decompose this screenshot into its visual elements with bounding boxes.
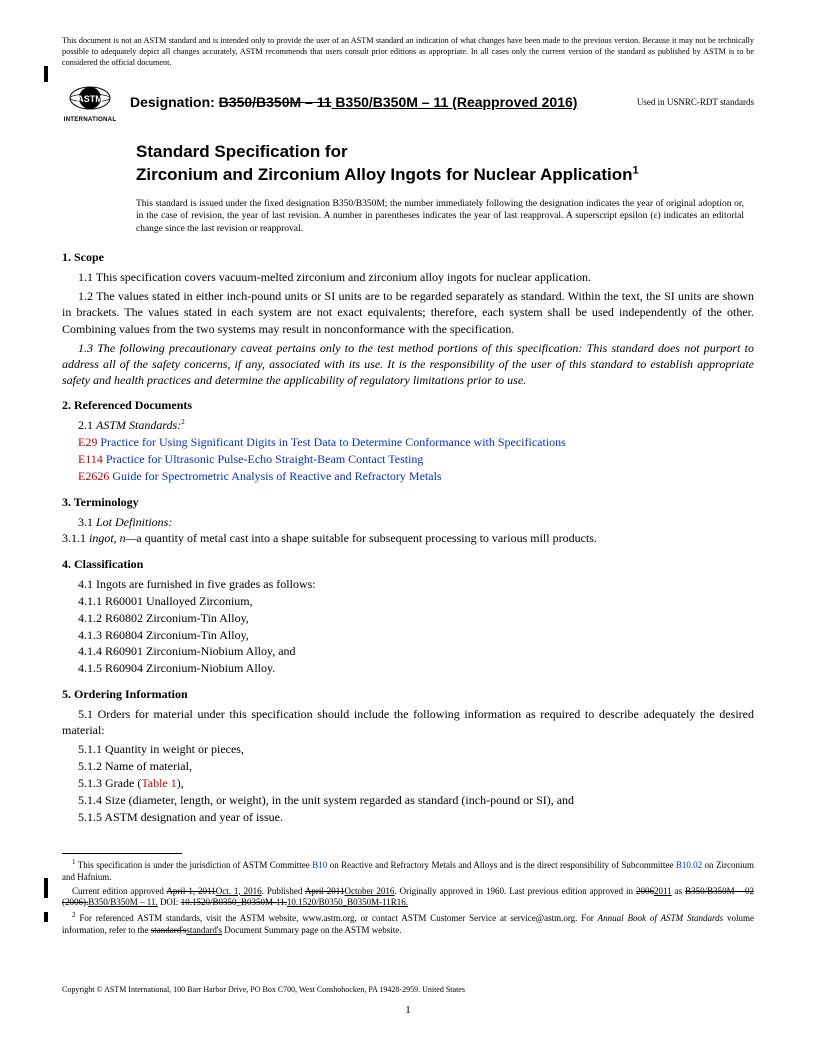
- change-bar: [44, 878, 48, 898]
- para-3-1: 3.1 Lot Definitions:: [62, 514, 754, 531]
- section-2-head: 2. Referenced Documents: [62, 398, 754, 413]
- p21-text: ASTM Standards:: [96, 418, 181, 432]
- p311-label: 3.1.1: [62, 531, 89, 545]
- p31-label: 3.1: [78, 515, 96, 529]
- para-4-1: 4.1 Ingots are furnished in five grades …: [62, 576, 754, 593]
- astm-logo: ASTM INTERNATIONAL: [62, 80, 118, 123]
- fn1b-old3: 2006: [636, 886, 654, 896]
- header-row: ASTM INTERNATIONAL Designation: B350/B35…: [62, 80, 754, 123]
- fn1b-new4: B350/B350M – 11.: [88, 897, 157, 907]
- fn2-ital: Annual Book of ASTM Standards: [598, 913, 723, 923]
- disclaimer: This document is not an ASTM standard an…: [62, 36, 754, 68]
- para-5-1-3: 5.1.3 Grade (Table 1),: [62, 775, 754, 792]
- ref-code: E29: [78, 435, 97, 449]
- p21-label: 2.1: [78, 418, 96, 432]
- p311-def: a quantity of metal cast into a shape su…: [136, 531, 597, 545]
- fn1b-d: as: [672, 886, 685, 896]
- table-1-link[interactable]: Table 1: [141, 776, 176, 790]
- title-block: Standard Specification for Zirconium and…: [136, 141, 754, 186]
- fn1b-c: . Originally approved in 1960. Last prev…: [394, 886, 636, 896]
- ref-e114: E114 Practice for Ultrasonic Pulse-Echo …: [62, 451, 754, 468]
- change-bar: [44, 66, 48, 82]
- para-4-1-5: 4.1.5 R60904 Zirconium-Niobium Alloy.: [62, 660, 754, 677]
- para-2-1: 2.1 ASTM Standards:2: [62, 417, 754, 434]
- p31-text: Lot Definitions:: [96, 515, 172, 529]
- used-in: Used in USNRC-RDT standards: [637, 97, 754, 107]
- title-line1: Standard Specification for: [136, 141, 754, 162]
- section-5-head: 5. Ordering Information: [62, 687, 754, 702]
- para-3-1-1: 3.1.1 ingot, n—a quantity of metal cast …: [62, 530, 754, 547]
- fn1b-e: DOI:: [158, 897, 181, 907]
- p513-b: ),: [177, 776, 184, 790]
- fn1b-old5: 10.1520/B0350_B0350M-11.: [181, 897, 287, 907]
- fn1b-new2: October 2016: [344, 886, 394, 896]
- fn1b-b: . Published: [262, 886, 305, 896]
- designation-new: B350/B350M – 11 (Reapproved 2016): [332, 94, 578, 110]
- ref-code: E2626: [78, 469, 109, 483]
- fn2-old: standard's: [151, 925, 187, 935]
- para-4-1-1: 4.1.1 R60001 Unalloyed Zirconium,: [62, 593, 754, 610]
- fn2-a: For referenced ASTM standards, visit the…: [76, 913, 598, 923]
- designation-label: Designation:: [130, 94, 219, 110]
- p513-a: 5.1.3 Grade (: [78, 776, 141, 790]
- issued-note: This standard is issued under the fixed …: [136, 198, 754, 236]
- title-main: Zirconium and Zirconium Alloy Ingots for…: [136, 165, 633, 184]
- fn1b-new3: 2011: [654, 886, 672, 896]
- para-5-1-4: 5.1.4 Size (diameter, length, or weight)…: [62, 792, 754, 809]
- svg-text:ASTM: ASTM: [77, 94, 103, 104]
- ref-text[interactable]: Guide for Spectrometric Analysis of Reac…: [109, 469, 441, 483]
- logo-subtext: INTERNATIONAL: [62, 116, 118, 123]
- page: This document is not an ASTM standard an…: [0, 0, 816, 1056]
- para-1-2: 1.2 The values stated in either inch-pou…: [62, 288, 754, 337]
- fn1-link2[interactable]: B10.02: [676, 860, 702, 870]
- para-5-1-5: 5.1.5 ASTM designation and year of issue…: [62, 809, 754, 826]
- footnote-1: 1 This specification is under the jurisd…: [62, 858, 754, 883]
- fn1-link1[interactable]: B10: [312, 860, 327, 870]
- fn1b-new5: 10.1520/B0350_B0350M-11R16.: [287, 897, 408, 907]
- ref-e2626: E2626 Guide for Spectrometric Analysis o…: [62, 468, 754, 485]
- ref-text[interactable]: Practice for Ultrasonic Pulse-Echo Strai…: [103, 452, 424, 466]
- footnote-1b: Current edition approved April 1, 2011Oc…: [62, 886, 754, 909]
- fn1-b: on Reactive and Refractory Metals and Al…: [327, 860, 676, 870]
- para-4-1-3: 4.1.3 R60804 Zirconium-Tin Alloy,: [62, 627, 754, 644]
- para-5-1: 5.1 Orders for material under this speci…: [62, 706, 754, 738]
- fn2-c: Document Summary page on the ASTM websit…: [222, 925, 401, 935]
- p311-term: ingot, n—: [89, 531, 136, 545]
- para-1-3: 1.3 The following precautionary caveat p…: [62, 340, 754, 389]
- section-3-head: 3. Terminology: [62, 495, 754, 510]
- section-1-head: 1. Scope: [62, 250, 754, 265]
- p21-sup: 2: [181, 418, 185, 426]
- footnote-rule: [62, 853, 182, 854]
- para-4-1-4: 4.1.4 R60901 Zirconium-Niobium Alloy, an…: [62, 643, 754, 660]
- ref-e29: E29 Practice for Using Significant Digit…: [62, 434, 754, 451]
- para-5-1-2: 5.1.2 Name of material,: [62, 758, 754, 775]
- change-bar: [44, 912, 48, 922]
- title-sup: 1: [633, 165, 639, 177]
- copyright: Copyright © ASTM International, 100 Barr…: [62, 985, 465, 994]
- footnote-2: 2 For referenced ASTM standards, visit t…: [62, 911, 754, 936]
- para-1-1: 1.1 This specification covers vacuum-mel…: [62, 269, 754, 285]
- fn1b-a: Current edition approved: [72, 886, 166, 896]
- designation: Designation: B350/B350M – 11 B350/B350M …: [130, 94, 625, 110]
- designation-old: B350/B350M – 11: [219, 94, 332, 110]
- title-line2: Zirconium and Zirconium Alloy Ingots for…: [136, 164, 754, 185]
- fn1-a: This specification is under the jurisdic…: [76, 860, 313, 870]
- fn1b-old2: April 2011: [305, 886, 345, 896]
- ref-text[interactable]: Practice for Using Significant Digits in…: [97, 435, 566, 449]
- astm-logo-icon: ASTM: [65, 80, 115, 116]
- ref-code: E114: [78, 452, 103, 466]
- fn2-new: standard's: [186, 925, 222, 935]
- fn1b-new1: Oct. 1, 2016: [216, 886, 262, 896]
- page-number: 1: [0, 1004, 816, 1016]
- section-4-head: 4. Classification: [62, 557, 754, 572]
- fn1b-old1: April 1, 2011: [166, 886, 215, 896]
- para-5-1-1: 5.1.1 Quantity in weight or pieces,: [62, 741, 754, 758]
- para-4-1-2: 4.1.2 R60802 Zirconium-Tin Alloy,: [62, 610, 754, 627]
